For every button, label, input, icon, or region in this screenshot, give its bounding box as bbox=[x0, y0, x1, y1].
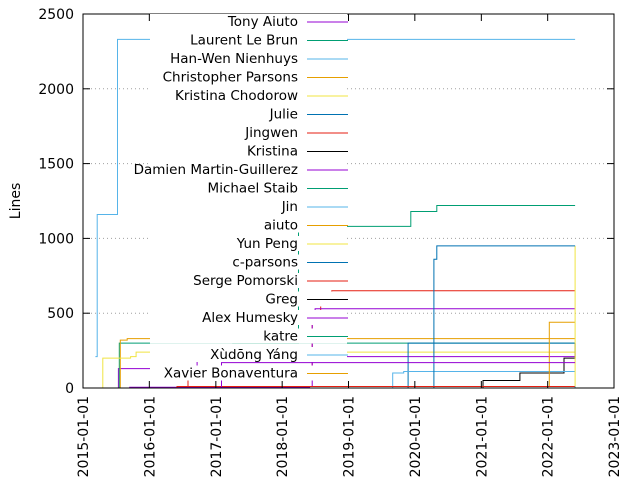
legend-background bbox=[150, 199, 347, 214]
series-line bbox=[375, 371, 576, 389]
legend-background bbox=[150, 291, 347, 307]
series-line bbox=[569, 245, 576, 389]
x-tick-label: 2018-01-01 bbox=[275, 396, 291, 477]
legend-label: Han-Wen Nienhuys bbox=[170, 51, 298, 67]
legend-label: katre bbox=[263, 329, 298, 345]
legend-label: Greg bbox=[265, 292, 298, 308]
legend-background bbox=[150, 328, 347, 344]
y-tick-label: 0 bbox=[65, 381, 74, 397]
y-tick-label: 2000 bbox=[38, 82, 74, 98]
legend-label: Christopher Parsons bbox=[163, 70, 298, 86]
series-line bbox=[93, 351, 576, 389]
legend-background bbox=[150, 347, 347, 362]
series-line bbox=[431, 245, 576, 389]
x-tick-label: 2023-01-01 bbox=[607, 396, 623, 477]
legend-background bbox=[150, 217, 347, 233]
legend-label: aiuto bbox=[264, 218, 298, 234]
legend: Tony Aiuto Laurent Le Brun Han-Wen Nienhuy… bbox=[134, 14, 348, 382]
legend-label: Yun Peng bbox=[236, 236, 298, 252]
legend-background bbox=[150, 88, 347, 103]
legend-label: Jin bbox=[281, 199, 298, 215]
y-axis-label: Lines bbox=[8, 183, 24, 219]
x-tick-label: 2020-01-01 bbox=[408, 396, 424, 477]
legend-background bbox=[150, 69, 347, 85]
legend-label: Damien Martin-Guillerez bbox=[134, 162, 298, 178]
legend-label: Alex Humesky bbox=[202, 310, 298, 326]
legend-label: Michael Staib bbox=[208, 181, 298, 197]
y-tick-label: 2500 bbox=[38, 7, 74, 23]
x-tick-label: 2016-01-01 bbox=[142, 396, 158, 477]
legend-background bbox=[150, 106, 347, 122]
x-tick-label: 2017-01-01 bbox=[209, 396, 225, 477]
y-tick-label: 1000 bbox=[38, 231, 74, 247]
legend-background bbox=[150, 310, 347, 325]
legend-background bbox=[150, 32, 347, 48]
legend-label: Serge Pomorski bbox=[193, 273, 298, 289]
legend-background bbox=[150, 365, 347, 381]
legend-background bbox=[150, 162, 347, 177]
legend-label: Laurent Le Brun bbox=[190, 33, 298, 49]
legend-label: Xùdōng Yáng bbox=[210, 347, 298, 363]
series-line bbox=[478, 343, 576, 389]
legend-label: Tony Aiuto bbox=[227, 14, 298, 30]
y-tick-label: 1500 bbox=[38, 157, 74, 173]
x-tick-label: 2021-01-01 bbox=[474, 396, 490, 477]
legend-background bbox=[150, 236, 347, 251]
legend-label: Xavier Bonaventura bbox=[164, 366, 298, 382]
legend-label: Julie bbox=[269, 107, 298, 123]
series-line bbox=[492, 321, 576, 389]
legend-background bbox=[150, 143, 347, 159]
legend-background bbox=[150, 180, 347, 196]
legend-background bbox=[150, 273, 347, 288]
legend-background bbox=[150, 125, 347, 140]
x-tick-label: 2015-01-01 bbox=[76, 396, 92, 477]
legend-label: Kristina bbox=[247, 144, 298, 160]
legend-label: Kristina Chodorow bbox=[175, 88, 298, 104]
x-tick-label: 2022-01-01 bbox=[541, 396, 557, 477]
legend-background bbox=[150, 14, 347, 29]
axis-ticks: 0 500 1000 1500 2000 2500 2015-01-01 2016-01-01… bbox=[38, 7, 623, 477]
legend-background bbox=[150, 254, 347, 270]
y-tick-label: 500 bbox=[47, 306, 74, 322]
legend-background bbox=[150, 51, 347, 66]
x-tick-label: 2019-01-01 bbox=[342, 396, 358, 477]
series-line bbox=[95, 38, 576, 358]
legend-label: Jingwen bbox=[244, 125, 298, 141]
legend-label: c-parsons bbox=[232, 255, 298, 271]
